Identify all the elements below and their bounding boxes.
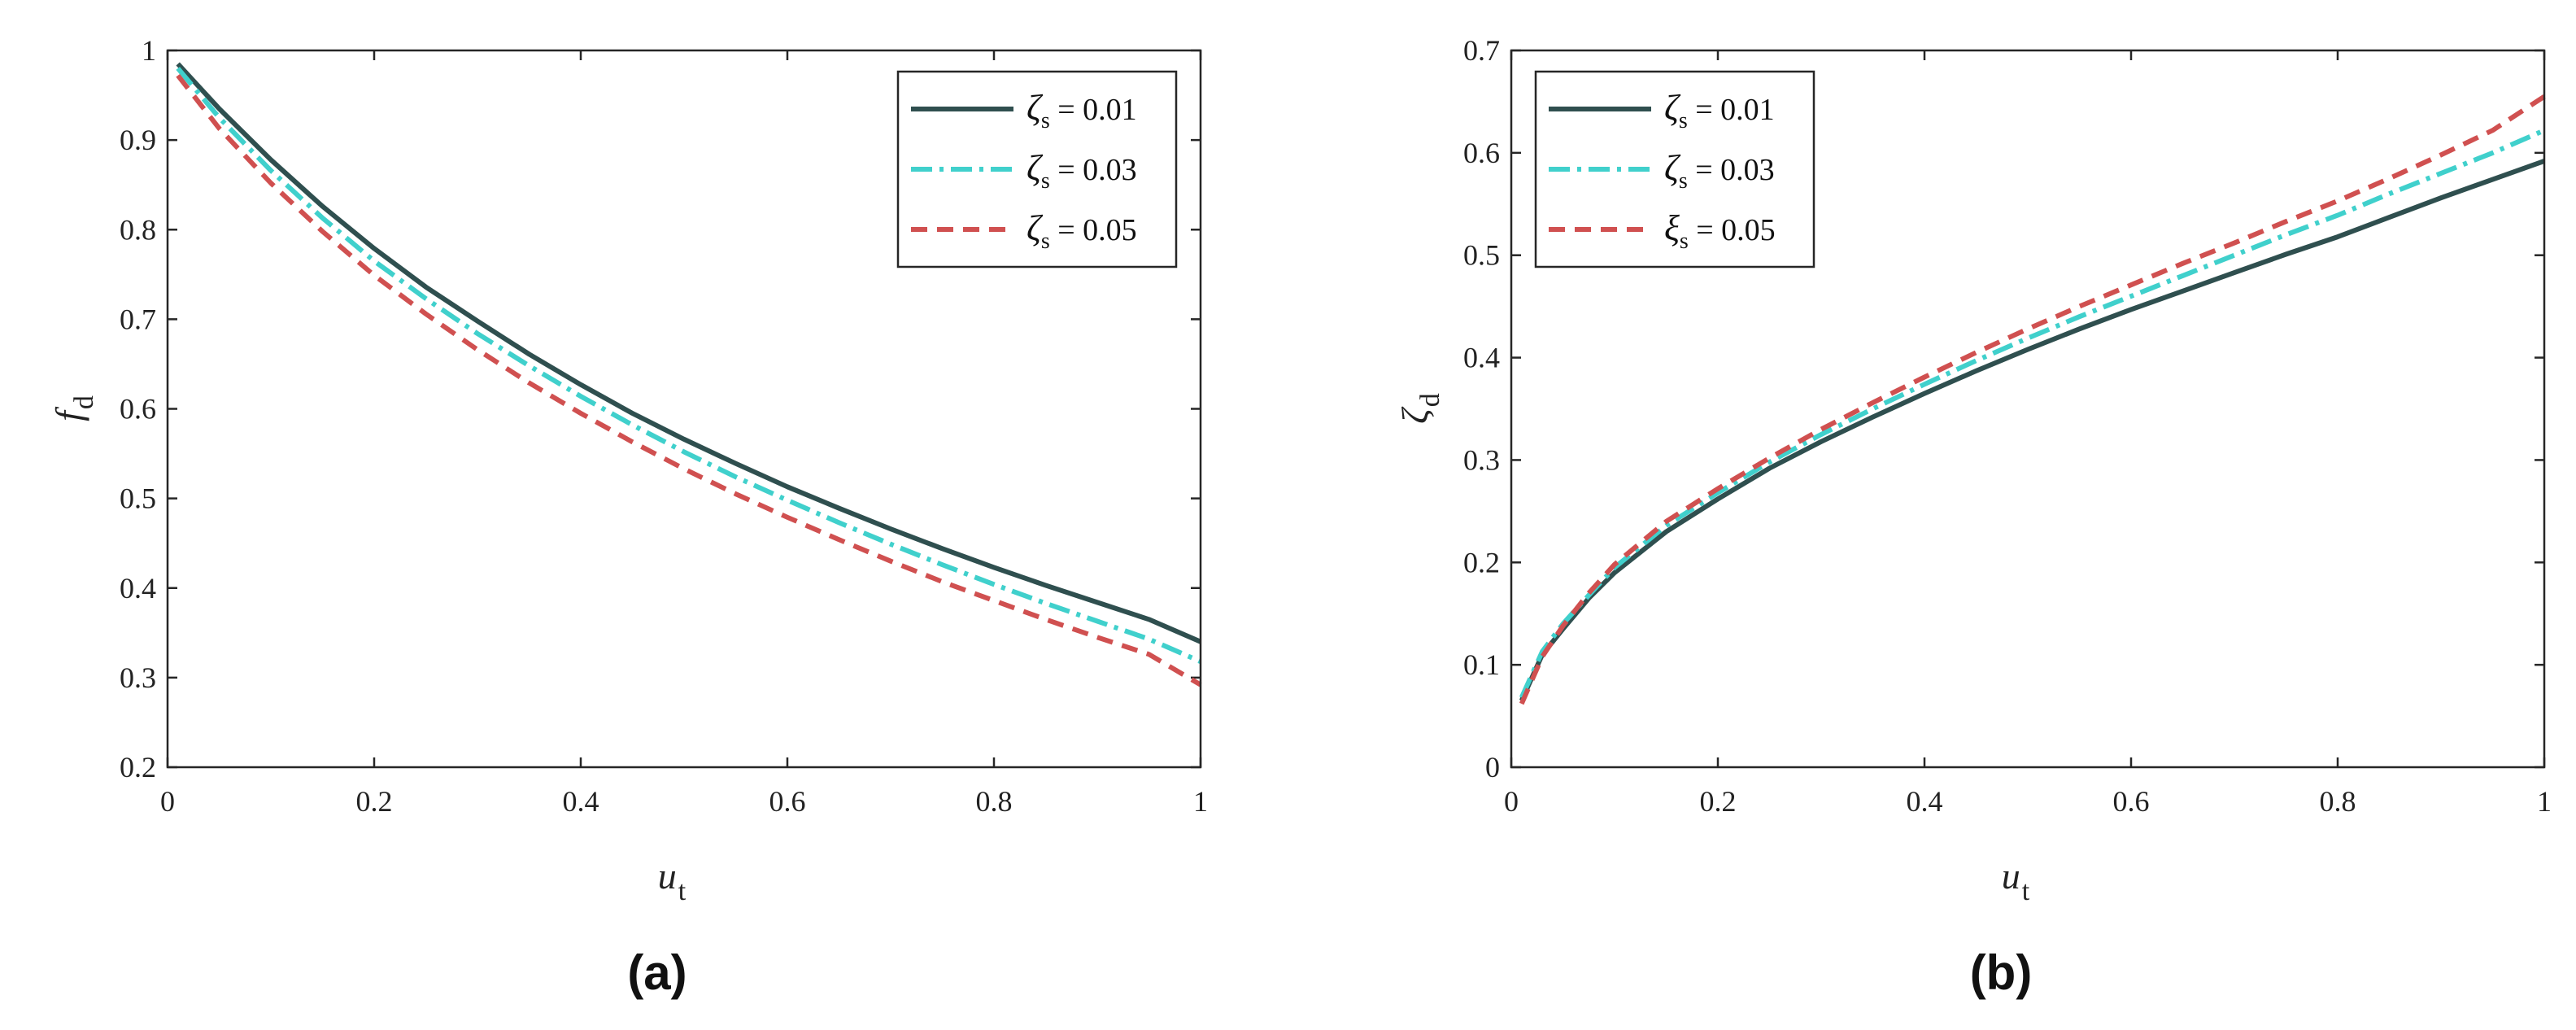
chart-b-legend-label-2: ζs = 0.03: [1664, 148, 1775, 194]
chart-a-y-tick-label: 0.6: [120, 393, 156, 426]
chart-a-x-tick-label: 0: [160, 785, 175, 818]
chart-a-x-tick-label: 0.8: [976, 785, 1013, 818]
chart-a-legend-label-2: ζs = 0.03: [1026, 148, 1137, 194]
chart-b-y-tick-label: 0.4: [1463, 342, 1500, 374]
chart-a-y-tick-label: 0.3: [120, 661, 156, 694]
chart-b-y-tick-label: 0.6: [1463, 137, 1500, 169]
chart-b-panel-label: (b): [1970, 945, 2033, 1000]
chart-b-x-tick-label: 0.4: [1907, 785, 1943, 818]
chart-a-y-tick-label: 0.5: [120, 482, 156, 515]
chart-a-series-line-2: [176, 67, 1202, 664]
chart-b-x-tick-label: 1: [2537, 785, 2552, 818]
chart-a-legend: ζs = 0.01 ζs = 0.03 ζs = 0.05: [896, 70, 1178, 268]
chart-a-legend-label-1: ζs = 0.01: [1026, 88, 1137, 133]
chart-a-x-axis-label: ut: [658, 855, 686, 906]
chart-b-y-tick-label: 0.5: [1463, 239, 1500, 272]
chart-b-y-tick-label: 0.2: [1463, 546, 1500, 578]
chart-b: 0 0.2 0.4 0.6 0.8 1 0 0.1 0.2 0.3 0.4 0.5 0.6 0.7 ζs …: [1394, 34, 2552, 1000]
chart-a-y-tick-label: 0.7: [120, 303, 156, 335]
chart-a-plot-frame: [166, 49, 1202, 769]
chart-b-y-tick-label: 0.7: [1463, 34, 1500, 67]
chart-b-legend-label-3: ξs = 0.05: [1664, 208, 1776, 254]
chart-b-y-axis-label: ζd: [1394, 393, 1445, 424]
chart-b-legend: ζs = 0.01 ζs = 0.03 ξs = 0.05: [1534, 70, 1815, 268]
chart-a-y-axis-label: fd: [48, 395, 99, 421]
chart-b-x-tick-label: 0.8: [2320, 785, 2356, 818]
chart-b-x-tick-label: 0.2: [1700, 785, 1737, 818]
chart-b-x-axis-label: ut: [2002, 855, 2030, 906]
chart-b-x-tick-label: 0: [1504, 785, 1519, 818]
chart-a-legend-box: [896, 70, 1178, 268]
chart-a-y-tick-label: 0.2: [120, 751, 156, 783]
chart-b-legend-label-1: ζs = 0.01: [1664, 88, 1775, 133]
chart-a-y-tick-label: 0.9: [120, 124, 156, 156]
chart-a-x-tick-label: 1: [1193, 785, 1208, 818]
chart-a-y-tick-label: 0.4: [120, 572, 156, 604]
chart-a-panel-label: (a): [627, 945, 686, 1000]
chart-b-y-tick-label: 0: [1485, 751, 1500, 783]
chart-b-y-tick-label: 0.3: [1463, 443, 1500, 476]
chart-b-series-line-1: [1519, 159, 2546, 702]
chart-b-series-line-3: [1519, 94, 2546, 705]
chart-a-series-line-3: [176, 73, 1202, 687]
chart-a-x-tick-label: 0.4: [563, 785, 599, 818]
chart-b-legend-box: [1534, 70, 1815, 268]
chart-b-x-tick-label: 0.6: [2113, 785, 2150, 818]
chart-a-legend-label-3: ζs = 0.05: [1026, 208, 1137, 254]
chart-a-series-line-1: [176, 62, 1202, 644]
chart-b-plot-frame: [1510, 49, 2546, 769]
chart-b-y-tick-label: 0.1: [1463, 648, 1500, 681]
chart-a-x-tick-label: 0.2: [356, 785, 393, 818]
chart-b-series-line-2: [1519, 128, 2546, 699]
chart-a-y-tick-label: 1: [142, 34, 156, 67]
chart-a: 0 0.2 0.4 0.6 0.8 10.20.30.40.50.60.70.80.91 …: [48, 34, 1208, 1000]
chart-a-x-tick-label: 0.6: [769, 785, 806, 818]
chart-a-y-tick-label: 0.8: [120, 213, 156, 246]
